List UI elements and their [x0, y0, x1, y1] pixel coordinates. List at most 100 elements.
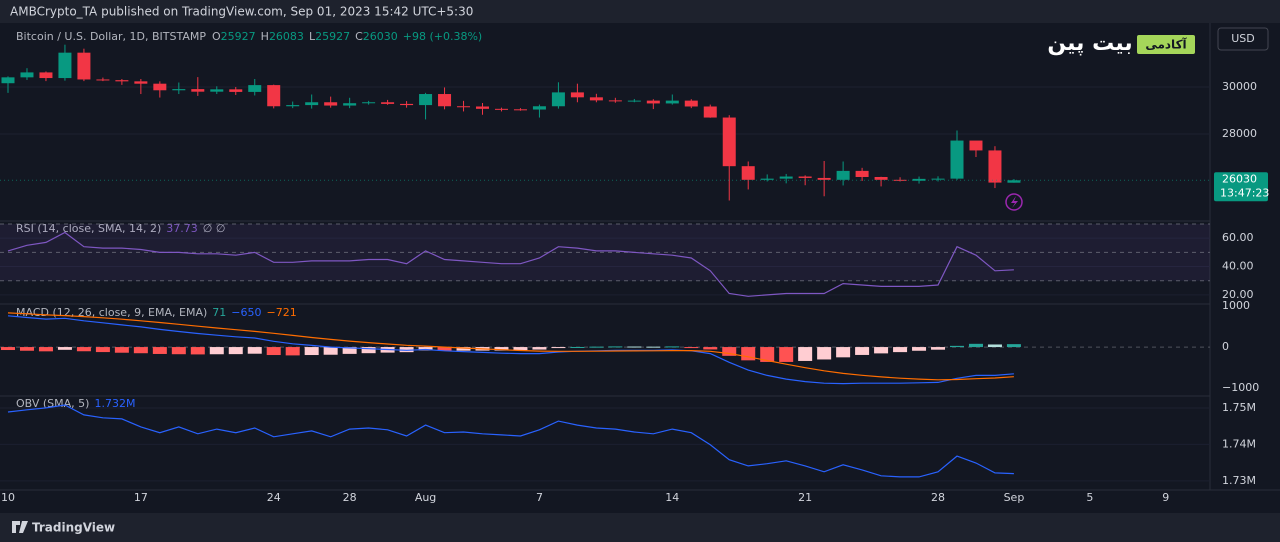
candle-body: [950, 140, 964, 179]
histogram-bar: [665, 346, 680, 348]
watermark-name: بیت پین: [1047, 31, 1132, 56]
histogram-bar: [627, 346, 642, 348]
candle-body: [77, 52, 91, 80]
ohlc-label: L: [309, 30, 316, 43]
histogram-bar: [38, 347, 53, 352]
histogram-bar: [532, 347, 547, 350]
histogram-bar: [247, 347, 262, 354]
histogram-bar: [779, 347, 794, 362]
histogram-bar: [285, 347, 300, 356]
candle-body: [438, 94, 452, 107]
brand: TradingView: [32, 521, 115, 535]
candle-body: [400, 103, 414, 106]
ohlc-value: 26083: [269, 30, 304, 43]
histogram-bar: [513, 347, 528, 351]
candle-body: [39, 72, 53, 79]
y-tick-label: 20.00: [1222, 288, 1254, 301]
x-tick-label: 9: [1162, 491, 1169, 504]
x-tick-label: 7: [536, 491, 543, 504]
histogram-bar: [551, 347, 566, 349]
histogram-bar: [494, 347, 509, 351]
candle-body: [836, 170, 850, 180]
legend-signal: −721: [267, 306, 297, 319]
histogram-bar: [893, 347, 908, 353]
candle-body: [817, 177, 831, 180]
y-tick-label: 1.73M: [1222, 474, 1256, 487]
legend: RSI (14, close, SMA, 14, 2) 37.73 ∅ ∅: [16, 222, 225, 235]
histogram-bar: [190, 347, 205, 355]
watermark-tag: آکادمی: [1145, 37, 1187, 52]
histogram-bar: [1, 347, 15, 351]
legend-macd: −650: [231, 306, 261, 319]
candle-body: [1007, 180, 1021, 183]
histogram-bar: [950, 345, 964, 348]
candle-body: [570, 92, 584, 98]
candle-body: [381, 102, 395, 104]
histogram-bar: [361, 347, 376, 354]
countdown: 13:47:23: [1220, 186, 1269, 199]
histogram-bar: [266, 347, 281, 356]
chart-area: [0, 23, 1280, 513]
histogram-bar: [684, 347, 699, 349]
watermark-tag-box: [1137, 35, 1195, 54]
legend: OBV (SMA, 5) 1.732M: [16, 397, 135, 410]
legend: Bitcoin / U.S. Dollar, 1D, BITSTAMP O2592…: [16, 30, 482, 43]
histogram-bar: [722, 347, 737, 356]
candle-body: [96, 79, 110, 81]
histogram-bar: [703, 347, 718, 350]
histogram-bar: [437, 347, 452, 351]
alert-bolt: [1011, 196, 1018, 208]
candle-body: [172, 89, 186, 91]
legend-title: OBV (SMA, 5): [16, 397, 89, 410]
y-tick-label: 1.75M: [1222, 401, 1256, 414]
histogram-bar: [589, 346, 604, 348]
histogram-bar: [760, 347, 775, 362]
candle-body: [874, 176, 888, 180]
candle-body: [286, 105, 300, 107]
y-tick-label: 30000: [1222, 80, 1257, 93]
candle-body: [248, 85, 262, 92]
currency-button[interactable]: [1217, 27, 1269, 51]
candle-body: [153, 83, 167, 91]
histogram-bar: [95, 347, 110, 353]
candle-body: [419, 94, 433, 106]
series-line: [7, 312, 1014, 381]
x-tick-label: 17: [134, 491, 148, 504]
y-tick-label: −1000: [1222, 381, 1259, 394]
legend-value: 1.732M: [94, 397, 135, 410]
x-tick-label: 14: [665, 491, 679, 504]
candle-body: [855, 170, 869, 177]
y-tick-label: 0: [1222, 340, 1229, 353]
series-line: [7, 315, 1014, 385]
alert-icon[interactable]: [1005, 193, 1023, 211]
candle-body: [476, 106, 489, 109]
candle-body: [684, 100, 698, 107]
ohlc-value: 25927: [221, 30, 256, 43]
candle-body: [191, 89, 205, 92]
ohlc-label: H: [261, 30, 269, 43]
histogram-bar: [1006, 344, 1021, 348]
x-tick-label: 21: [798, 491, 812, 504]
candle-body: [134, 81, 148, 84]
candle-body: [324, 102, 338, 106]
ohlc-value: 25927: [315, 30, 350, 43]
legend-title: MACD (12, 26, close, 9, EMA, EMA): [16, 306, 207, 319]
candle-body: [703, 106, 717, 118]
histogram-bar: [968, 343, 983, 348]
candle-body: [779, 176, 793, 179]
last-price: 26030: [1222, 172, 1257, 185]
candle-body: [760, 178, 774, 180]
candle-body: [627, 100, 641, 102]
candle-body: [210, 89, 224, 92]
histogram-bar: [987, 344, 1002, 348]
currency[interactable]: USD: [1231, 32, 1255, 45]
legend-value: 37.73: [166, 222, 198, 235]
candle-body: [608, 100, 622, 102]
ohlc-value: 26030: [363, 30, 398, 43]
histogram-bar: [418, 347, 433, 351]
ohlc-label: C: [355, 30, 363, 43]
brand-logo: [12, 521, 28, 533]
histogram-bar: [171, 347, 186, 355]
